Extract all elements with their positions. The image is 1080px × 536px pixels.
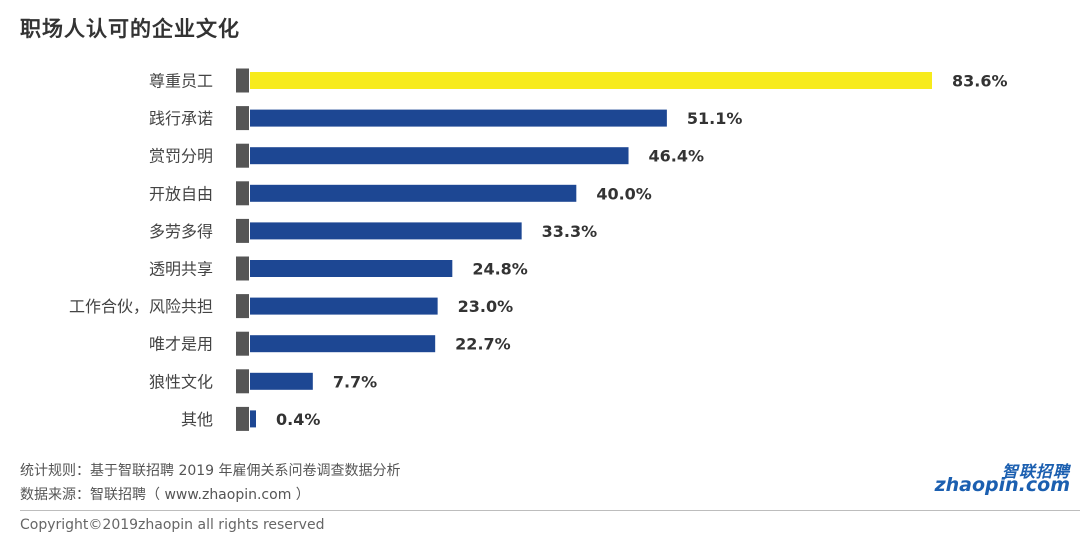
value-label: 0.4% <box>276 410 320 429</box>
value-label: 33.3% <box>542 222 598 241</box>
value-label: 40.0% <box>596 184 652 203</box>
bar <box>250 372 313 390</box>
axis-marker <box>236 294 249 319</box>
axis-marker <box>236 181 249 206</box>
axis-marker <box>236 68 249 93</box>
bar <box>250 184 577 202</box>
bar <box>250 335 436 353</box>
axis-marker <box>236 106 249 131</box>
axis-marker <box>236 143 249 168</box>
axis-marker <box>236 406 249 431</box>
bar <box>250 147 629 165</box>
category-label: 其他 <box>181 410 213 429</box>
copyright-text: Copyright©2019zhaopin all rights reserve… <box>20 517 325 533</box>
category-label: 尊重员工 <box>149 72 213 91</box>
footer-divider <box>20 510 1080 511</box>
axis-marker <box>236 369 249 394</box>
value-label: 83.6% <box>952 72 1008 91</box>
bar <box>250 72 932 89</box>
bar <box>250 109 667 127</box>
value-label: 24.8% <box>472 260 528 279</box>
value-label: 46.4% <box>649 147 705 166</box>
axis-marker <box>236 218 249 243</box>
category-label: 狼性文化 <box>149 372 213 391</box>
logo-chinese-text: 智联招聘 <box>1001 462 1070 481</box>
bar <box>250 297 438 315</box>
axis-marker <box>236 331 249 356</box>
bar <box>250 222 522 240</box>
category-label: 透明共享 <box>149 260 213 279</box>
category-label: 开放自由 <box>149 184 213 203</box>
chart-title: 职场人认可的企业文化 <box>20 17 240 41</box>
data-source-note: 数据来源：智联招聘（ www.zhaopin.com ） <box>20 487 310 503</box>
axis-marker <box>236 256 249 281</box>
value-label: 22.7% <box>455 335 511 354</box>
statistics-rule-note: 统计规则：基于智联招聘 2019 年雇佣关系问卷调查数据分析 <box>20 463 401 479</box>
category-label: 赏罚分明 <box>149 147 213 166</box>
value-label: 7.7% <box>333 372 377 391</box>
category-label: 践行承诺 <box>149 109 213 128</box>
value-label: 51.1% <box>687 109 743 128</box>
category-label: 唯才是用 <box>149 335 213 354</box>
value-label: 23.0% <box>458 297 514 316</box>
category-label: 工作合伙，风险共担 <box>69 297 213 316</box>
bar <box>250 410 256 428</box>
category-label: 多劳多得 <box>149 222 213 241</box>
bar <box>250 260 453 277</box>
zhaopin-logo: 智联招聘 zhaopin.com <box>935 458 1072 500</box>
bar-chart: 尊重员工 83.6% 践行承诺 51.1% 赏罚分明 46.4% 开放自由 40.0% 多劳多得… <box>69 68 1008 431</box>
logo-english-text: zhaopin.com <box>934 474 1070 496</box>
